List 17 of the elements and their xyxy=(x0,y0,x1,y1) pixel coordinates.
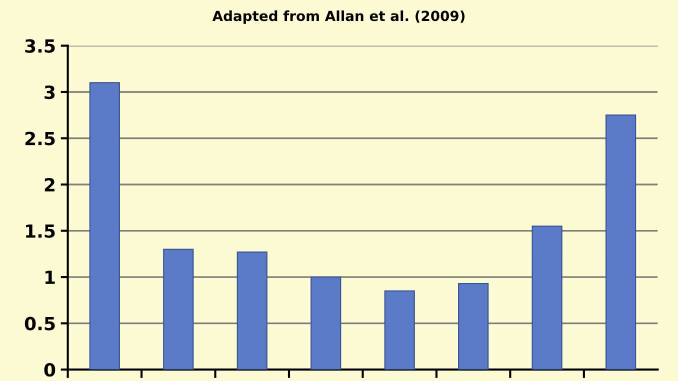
bar xyxy=(236,252,268,370)
y-tick-label: 2 xyxy=(44,178,54,192)
y-tick-label: 3.5 xyxy=(25,39,55,53)
bar xyxy=(384,290,415,370)
y-tick-label: 1.5 xyxy=(26,224,55,238)
bar xyxy=(89,82,120,370)
bar xyxy=(532,226,562,370)
y-tick-label: 1 xyxy=(45,270,55,284)
bar xyxy=(310,276,342,370)
bar xyxy=(605,114,636,370)
y-tick-label: 3 xyxy=(44,85,55,100)
y-tick-label: 0.5 xyxy=(24,316,55,330)
bar xyxy=(458,282,489,370)
chart-title: Adapted from Allan et al. (2009) xyxy=(212,10,465,24)
y-tick-label: 0 xyxy=(44,363,56,377)
bar xyxy=(163,248,194,370)
y-tick-label: 2.5 xyxy=(25,132,55,146)
